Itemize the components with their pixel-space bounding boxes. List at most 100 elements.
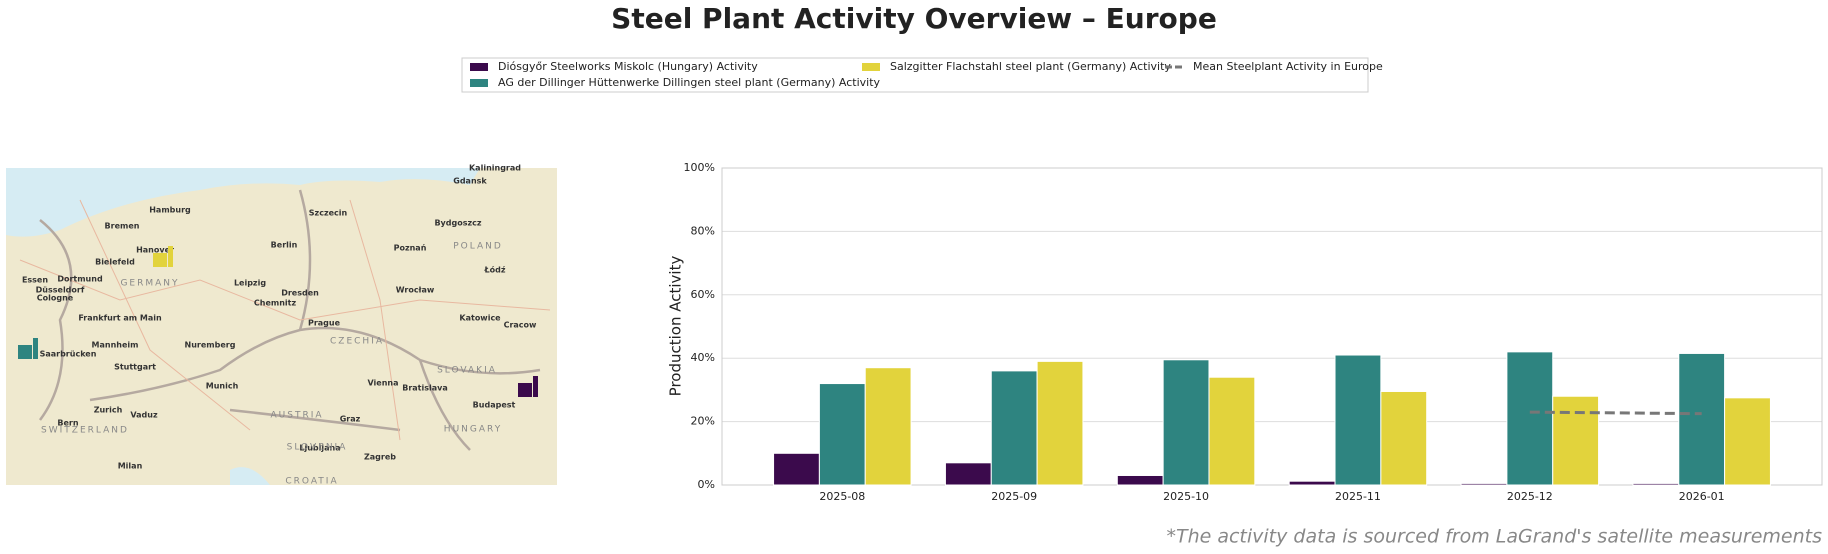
map-city: Hamburg xyxy=(149,206,191,215)
map-country: CROATIA xyxy=(285,477,338,487)
x-tick-label: 2025-08 xyxy=(819,490,865,503)
map-country: SWITZERLAND xyxy=(41,426,129,436)
bar xyxy=(1724,397,1771,486)
legend-swatch xyxy=(470,63,488,71)
bar xyxy=(1162,359,1210,486)
map-country: HUNGARY xyxy=(444,425,502,435)
map-country: GERMANY xyxy=(120,279,179,289)
x-tick-label: 2025-12 xyxy=(1507,490,1553,503)
map-city: Dortmund xyxy=(57,275,103,284)
map-city: Cracow xyxy=(504,321,537,330)
map-city: Zagreb xyxy=(364,453,396,462)
map xyxy=(6,168,557,485)
map-city: Berlin xyxy=(271,241,298,250)
map-city: Bremen xyxy=(105,222,140,231)
map-city: Düsseldorf xyxy=(36,286,85,295)
map-road xyxy=(19,199,551,441)
map-city: Dresden xyxy=(281,289,319,298)
bar xyxy=(1552,395,1600,486)
legend-box xyxy=(461,57,1369,93)
y-tick-label: 0% xyxy=(698,478,715,491)
bar xyxy=(1334,354,1382,486)
map-city: Graz xyxy=(340,415,361,424)
y-tick-label: 100% xyxy=(684,161,715,174)
plant-icon xyxy=(153,253,167,267)
plant-chimney xyxy=(33,338,38,359)
y-tick-label: 20% xyxy=(691,415,715,428)
bar xyxy=(1116,474,1164,486)
bar xyxy=(1036,360,1084,486)
footnote: *The activity data is sourced from LaGra… xyxy=(1166,526,1822,548)
plant-icon xyxy=(18,345,32,359)
plot-frame xyxy=(721,167,1823,486)
legend-swatch xyxy=(470,79,488,87)
bar xyxy=(1506,351,1554,486)
map-sea xyxy=(6,168,480,237)
map-city: Budapest xyxy=(473,401,516,410)
map-country: CZECHIA xyxy=(330,337,384,347)
map-city: Kaliningrad xyxy=(469,164,521,173)
map-country: SLOVENIA xyxy=(287,443,348,453)
map-city: Vaduz xyxy=(130,411,158,420)
map-city: Bielefeld xyxy=(95,258,135,267)
y-tick-label: 60% xyxy=(691,288,715,301)
bar xyxy=(1678,352,1726,486)
map-city: Munich xyxy=(206,382,239,391)
map-city: Chemnitz xyxy=(254,299,297,308)
map-country: AUSTRIA xyxy=(270,411,323,421)
bar xyxy=(773,452,820,486)
legend-label: Salzgitter Flachstahl steel plant (Germa… xyxy=(890,60,1171,73)
x-tick-label: 2025-11 xyxy=(1335,490,1381,503)
map-country: SLOVAKIA xyxy=(437,366,497,376)
map-city: Łódź xyxy=(483,265,505,275)
legend-label: AG der Dillinger Hüttenwerke Dillingen s… xyxy=(498,76,881,89)
y-tick-label: 80% xyxy=(691,224,715,237)
map-border xyxy=(38,189,541,451)
legend-label: Diósgyőr Steelworks Miskolc (Hungary) Ac… xyxy=(498,60,758,73)
map-city: Frankfurt am Main xyxy=(78,314,162,323)
x-tick-label: 2025-10 xyxy=(1163,490,1209,503)
map-city: Bratislava xyxy=(402,384,448,393)
map-city: Stuttgart xyxy=(114,363,156,372)
map-city: Leipzig xyxy=(234,279,266,288)
bar xyxy=(944,462,992,486)
map-city: Bydgoszcz xyxy=(434,219,481,228)
bar xyxy=(818,383,866,486)
bar xyxy=(864,367,912,486)
plant-chimney xyxy=(168,246,173,267)
y-tick-label: 40% xyxy=(691,351,715,364)
map-city: Poznań xyxy=(394,244,427,253)
map-city: Gdansk xyxy=(453,177,487,186)
map-city: Katowice xyxy=(459,314,501,323)
bar xyxy=(1380,390,1428,486)
y-axis-label: Production Activity xyxy=(667,256,685,397)
map-city: Wrocław xyxy=(396,286,435,295)
title: Steel Plant Activity Overview – Europe xyxy=(611,2,1217,35)
map-land xyxy=(6,168,557,485)
mean-line xyxy=(1529,410,1702,416)
legend-swatch xyxy=(862,63,880,71)
map-sea xyxy=(230,467,270,485)
legend-label: Mean Steelplant Activity in Europe xyxy=(1193,60,1383,73)
map-city: Bern xyxy=(57,419,78,428)
bar xyxy=(1288,480,1336,486)
map-city: Prague xyxy=(308,319,341,328)
bar xyxy=(1208,376,1256,486)
map-city: Szczecin xyxy=(309,209,348,218)
map-city: Milan xyxy=(118,462,143,471)
x-tick-label: 2026-01 xyxy=(1679,490,1725,503)
map-city: Ljubljana xyxy=(299,444,340,453)
map-city: Nuremberg xyxy=(185,341,236,350)
bar xyxy=(990,370,1038,486)
bar xyxy=(1632,482,1680,486)
map-city: Zurich xyxy=(94,406,123,415)
map-city: Saarbrücken xyxy=(40,350,97,359)
plant-icon xyxy=(518,383,532,397)
map-city: Cologne xyxy=(37,294,74,303)
map-city: Hanover xyxy=(136,246,174,255)
map-country: POLAND xyxy=(453,242,503,252)
map-city: Mannheim xyxy=(92,341,139,350)
plant-chimney xyxy=(533,376,538,397)
map-city: Essen xyxy=(22,276,48,285)
